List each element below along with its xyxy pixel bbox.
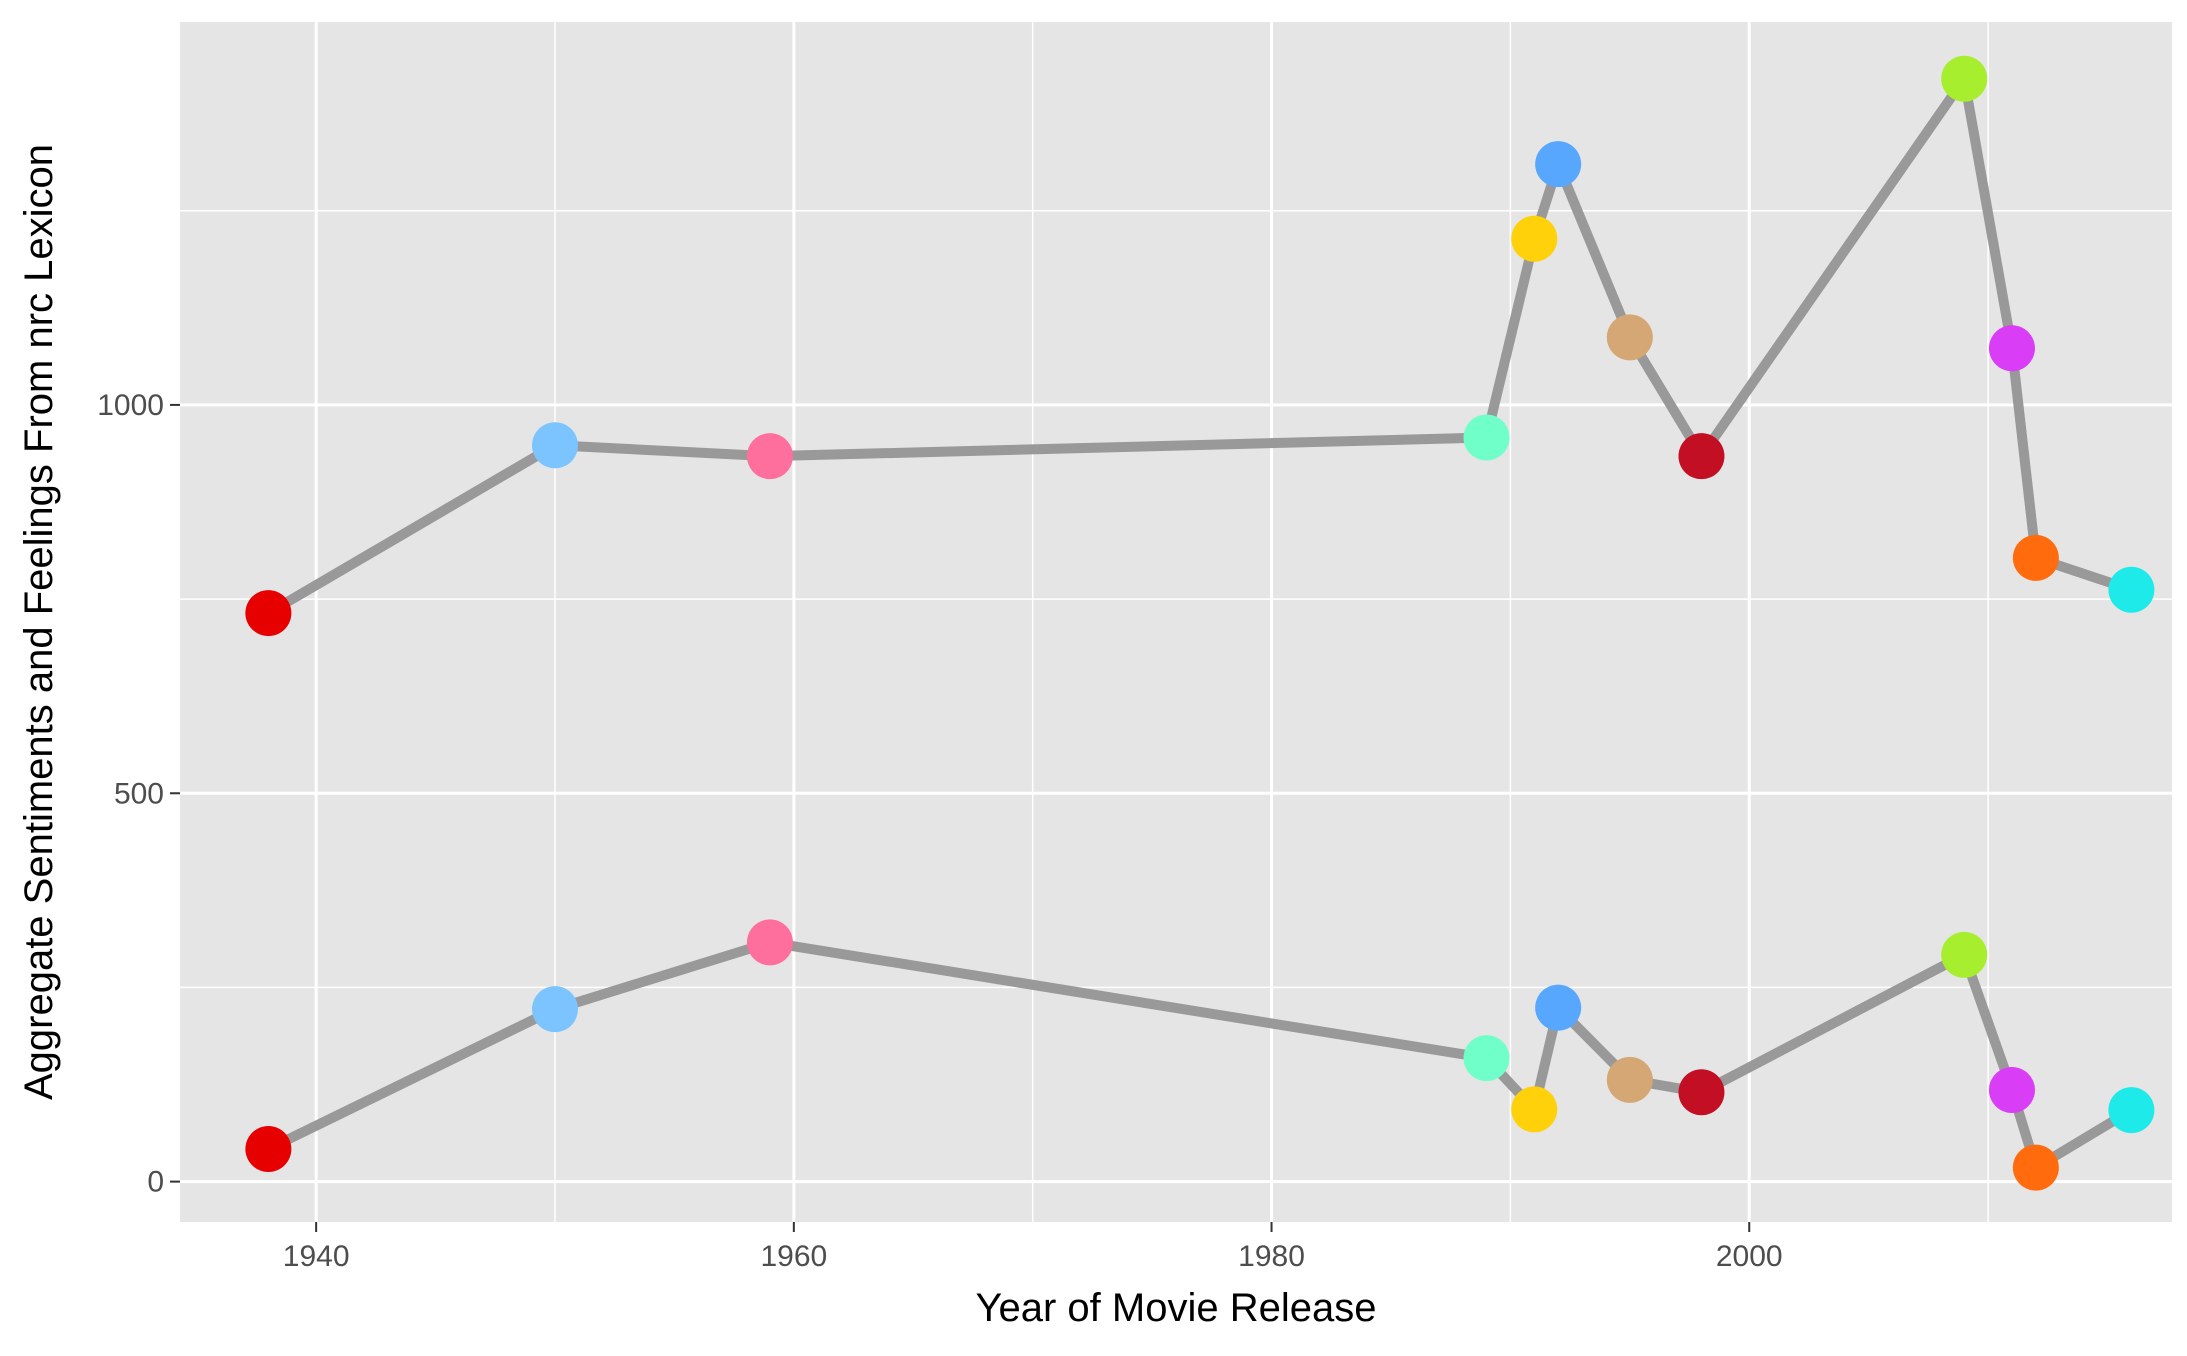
data-point (1535, 984, 1582, 1031)
data-point (531, 422, 578, 469)
data-point (1463, 1035, 1510, 1082)
data-point (1463, 414, 1510, 461)
y-tick-label: 1000 (97, 389, 164, 422)
data-point (1941, 55, 1988, 102)
data-point (2108, 566, 2155, 613)
data-point (245, 1125, 292, 1172)
data-point (531, 986, 578, 1033)
y-tick-label: 0 (147, 1166, 164, 1199)
data-point (746, 433, 793, 480)
data-point (1678, 433, 1725, 480)
data-point (1511, 1086, 1558, 1133)
x-tick-label: 1980 (1238, 1240, 1305, 1273)
x-axis-title: Year of Movie Release (976, 1286, 1377, 1330)
series-line-1 (263, 73, 2137, 619)
data-point (1678, 1069, 1725, 1116)
x-axis: 1940 1960 1980 2000 (283, 1222, 1783, 1273)
x-tick-label: 1960 (760, 1240, 827, 1273)
data-point (2108, 1087, 2155, 1134)
y-tick-label: 500 (114, 777, 164, 810)
data-point (245, 590, 292, 637)
data-point (1511, 215, 1558, 262)
data-point (2012, 534, 2059, 581)
series-points (245, 55, 2155, 1191)
data-point (1606, 1056, 1653, 1103)
x-tick-label: 2000 (1716, 1240, 1783, 1273)
data-point (1535, 141, 1582, 188)
data-point (1988, 1066, 2035, 1113)
data-point (1941, 931, 1988, 978)
data-point (2012, 1144, 2059, 1191)
y-axis-title: Aggregate Sentiments and Feelings From n… (17, 144, 61, 1100)
data-point (1606, 314, 1653, 361)
data-point (1988, 325, 2035, 372)
x-tick-label: 1940 (283, 1240, 350, 1273)
data-point (746, 919, 793, 966)
y-axis: 0 500 1000 (97, 389, 180, 1199)
